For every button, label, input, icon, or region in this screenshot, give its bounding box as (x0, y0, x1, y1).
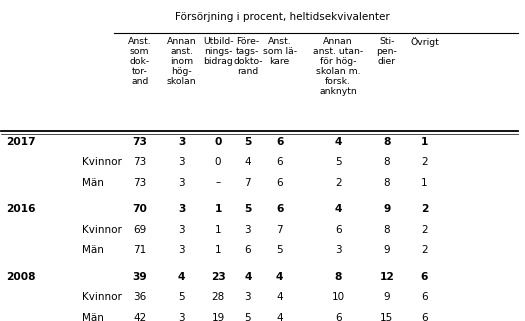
Text: 73: 73 (133, 157, 146, 167)
Text: 2: 2 (421, 225, 428, 235)
Text: 19: 19 (212, 313, 225, 321)
Text: 3: 3 (178, 313, 185, 321)
Text: 4: 4 (334, 137, 342, 147)
Text: 1: 1 (421, 137, 428, 147)
Text: 3: 3 (245, 225, 251, 235)
Text: 3: 3 (178, 137, 185, 147)
Text: Anst.
som lä-
kare: Anst. som lä- kare (262, 37, 297, 66)
Text: Kvinnor: Kvinnor (82, 292, 122, 302)
Text: 4: 4 (276, 272, 284, 282)
Text: 23: 23 (211, 272, 225, 282)
Text: 8: 8 (383, 137, 391, 147)
Text: 7: 7 (277, 225, 283, 235)
Text: Övrigt: Övrigt (410, 37, 439, 47)
Text: Kvinnor: Kvinnor (82, 157, 122, 167)
Text: 36: 36 (133, 292, 146, 302)
Text: 10: 10 (332, 292, 345, 302)
Text: 8: 8 (383, 225, 390, 235)
Text: 6: 6 (421, 272, 428, 282)
Text: 69: 69 (133, 225, 146, 235)
Text: Annan
anst. utan-
för hög-
skolan m.
forsk.
anknytn: Annan anst. utan- för hög- skolan m. for… (313, 37, 363, 96)
Text: 0: 0 (214, 137, 222, 147)
Text: 6: 6 (276, 137, 284, 147)
Text: 1: 1 (215, 225, 222, 235)
Text: 3: 3 (178, 204, 185, 214)
Text: 4: 4 (334, 204, 342, 214)
Text: Utbild-
nings-
bidrag: Utbild- nings- bidrag (203, 37, 234, 66)
Text: 2008: 2008 (7, 272, 36, 282)
Text: 39: 39 (132, 272, 147, 282)
Text: 9: 9 (383, 245, 390, 255)
Text: Män: Män (82, 178, 104, 187)
Text: Anst.
som
dok-
tor-
and: Anst. som dok- tor- and (128, 37, 152, 86)
Text: 70: 70 (132, 204, 147, 214)
Text: 2016: 2016 (7, 204, 36, 214)
Text: 1: 1 (421, 178, 428, 187)
Text: 73: 73 (133, 178, 146, 187)
Text: 6: 6 (245, 245, 251, 255)
Text: 73: 73 (132, 137, 147, 147)
Text: Före-
tags-
dokto-
rand: Före- tags- dokto- rand (233, 37, 262, 76)
Text: 3: 3 (335, 245, 342, 255)
Text: 4: 4 (277, 313, 283, 321)
Text: 5: 5 (335, 157, 342, 167)
Text: 0: 0 (215, 157, 222, 167)
Text: 3: 3 (178, 225, 185, 235)
Text: Annan
anst.
inom
hög-
skolan: Annan anst. inom hög- skolan (167, 37, 196, 86)
Text: 4: 4 (245, 157, 251, 167)
Text: 3: 3 (178, 245, 185, 255)
Text: Kvinnor: Kvinnor (82, 225, 122, 235)
Text: 28: 28 (212, 292, 225, 302)
Text: 5: 5 (244, 204, 251, 214)
Text: 5: 5 (178, 292, 185, 302)
Text: 6: 6 (421, 292, 428, 302)
Text: Män: Män (82, 245, 104, 255)
Text: 3: 3 (178, 157, 185, 167)
Text: 5: 5 (277, 245, 283, 255)
Text: 6: 6 (335, 313, 342, 321)
Text: 3: 3 (178, 178, 185, 187)
Text: 4: 4 (178, 272, 185, 282)
Text: 6: 6 (335, 225, 342, 235)
Text: 3: 3 (245, 292, 251, 302)
Text: 5: 5 (244, 137, 251, 147)
Text: 2: 2 (421, 204, 428, 214)
Text: 2: 2 (421, 157, 428, 167)
Text: Män: Män (82, 313, 104, 321)
Text: 12: 12 (380, 272, 394, 282)
Text: 8: 8 (383, 178, 390, 187)
Text: 7: 7 (245, 178, 251, 187)
Text: 6: 6 (277, 157, 283, 167)
Text: 2: 2 (335, 178, 342, 187)
Text: Försörjning i procent, heltidsekvivalenter: Försörjning i procent, heltidsekvivalent… (175, 12, 390, 22)
Text: 1: 1 (215, 245, 222, 255)
Text: 1: 1 (214, 204, 222, 214)
Text: 15: 15 (380, 313, 393, 321)
Text: 4: 4 (244, 272, 251, 282)
Text: 4: 4 (277, 292, 283, 302)
Text: 6: 6 (277, 178, 283, 187)
Text: –: – (215, 178, 220, 187)
Text: 6: 6 (421, 313, 428, 321)
Text: 6: 6 (276, 204, 284, 214)
Text: 8: 8 (383, 157, 390, 167)
Text: 8: 8 (334, 272, 342, 282)
Text: 5: 5 (245, 313, 251, 321)
Text: 42: 42 (133, 313, 146, 321)
Text: Sti-
pen-
dier: Sti- pen- dier (376, 37, 397, 66)
Text: 9: 9 (383, 292, 390, 302)
Text: 71: 71 (133, 245, 146, 255)
Text: 9: 9 (383, 204, 391, 214)
Text: 2017: 2017 (7, 137, 36, 147)
Text: 2: 2 (421, 245, 428, 255)
